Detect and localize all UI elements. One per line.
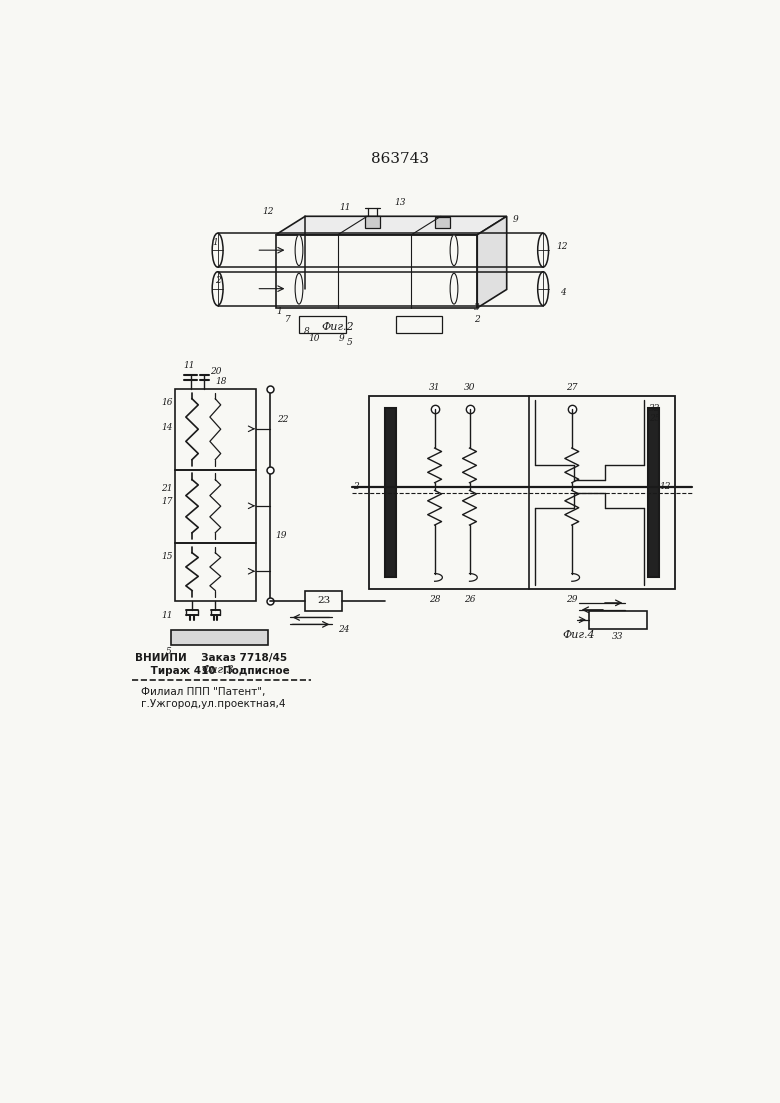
Text: 26: 26 [464,596,475,604]
Text: 1: 1 [277,308,282,317]
Bar [175,470,257,543]
Bar [171,630,268,645]
Text: 14: 14 [161,422,173,431]
Text: 27: 27 [566,383,577,392]
Text: 12: 12 [557,242,569,250]
Text: 7: 7 [285,315,290,324]
Text: 29: 29 [566,596,577,604]
Text: 15: 15 [161,553,173,561]
Text: 20: 20 [210,367,221,376]
Text: 9: 9 [513,215,519,224]
Ellipse shape [450,274,458,304]
Text: 24: 24 [339,624,349,633]
Text: 11: 11 [161,611,173,620]
Text: 2: 2 [474,315,480,324]
Text: 4: 4 [559,288,566,297]
Bar [434,217,450,228]
Text: Тираж 410  Подписное: Тираж 410 Подписное [147,665,290,676]
Text: 5: 5 [166,646,172,656]
Text: 25: 25 [649,414,661,422]
Text: 11: 11 [183,361,195,371]
Text: Фиг.2: Фиг.2 [321,322,354,332]
Text: 17: 17 [161,497,173,506]
Text: 23: 23 [317,596,331,606]
Text: 33: 33 [612,632,623,641]
Text: 18: 18 [216,376,227,386]
Text: 30: 30 [464,383,475,392]
Text: 19: 19 [275,531,287,539]
Bar [396,315,442,333]
Text: 32: 32 [649,404,661,413]
Text: 11: 11 [340,203,351,212]
Text: 28: 28 [429,596,441,604]
Polygon shape [477,216,507,308]
Text: 863743: 863743 [370,152,429,167]
Text: 3: 3 [474,303,480,312]
Text: 9: 9 [339,334,345,343]
Bar [385,408,396,577]
Bar [365,215,381,228]
Ellipse shape [295,274,303,304]
Bar [175,543,257,600]
Bar [299,315,346,333]
Bar [369,396,675,589]
Text: 22: 22 [277,415,289,424]
Text: 5: 5 [346,339,353,347]
Polygon shape [276,216,507,235]
Text: ВНИИПИ    Заказ 7718/45: ВНИИПИ Заказ 7718/45 [135,653,287,663]
Bar [175,388,257,470]
Text: 31: 31 [429,383,441,392]
Ellipse shape [212,271,223,306]
Ellipse shape [212,233,223,267]
Text: 2: 2 [215,277,221,286]
Text: 16: 16 [161,398,173,407]
Text: 12: 12 [660,482,672,491]
Bar [305,591,342,611]
Bar [276,235,477,308]
Bar [647,408,658,577]
Text: 10: 10 [309,334,321,343]
Ellipse shape [537,233,548,267]
Text: 8: 8 [304,326,310,335]
Text: Филиал ППП "Патент",: Филиал ППП "Патент", [141,687,265,697]
Text: 2: 2 [353,482,360,491]
Text: 12: 12 [262,207,274,216]
Text: Фиг.4: Фиг.4 [562,630,595,640]
Text: 1: 1 [212,238,218,247]
Text: Фиг.3: Фиг.3 [201,665,234,675]
Text: 13: 13 [394,197,406,207]
Text: 21: 21 [161,484,173,493]
Ellipse shape [537,271,548,306]
Bar [589,611,647,629]
Ellipse shape [450,235,458,266]
Text: г.Ужгород,ул.проектная,4: г.Ужгород,ул.проектная,4 [141,699,285,709]
Ellipse shape [295,235,303,266]
